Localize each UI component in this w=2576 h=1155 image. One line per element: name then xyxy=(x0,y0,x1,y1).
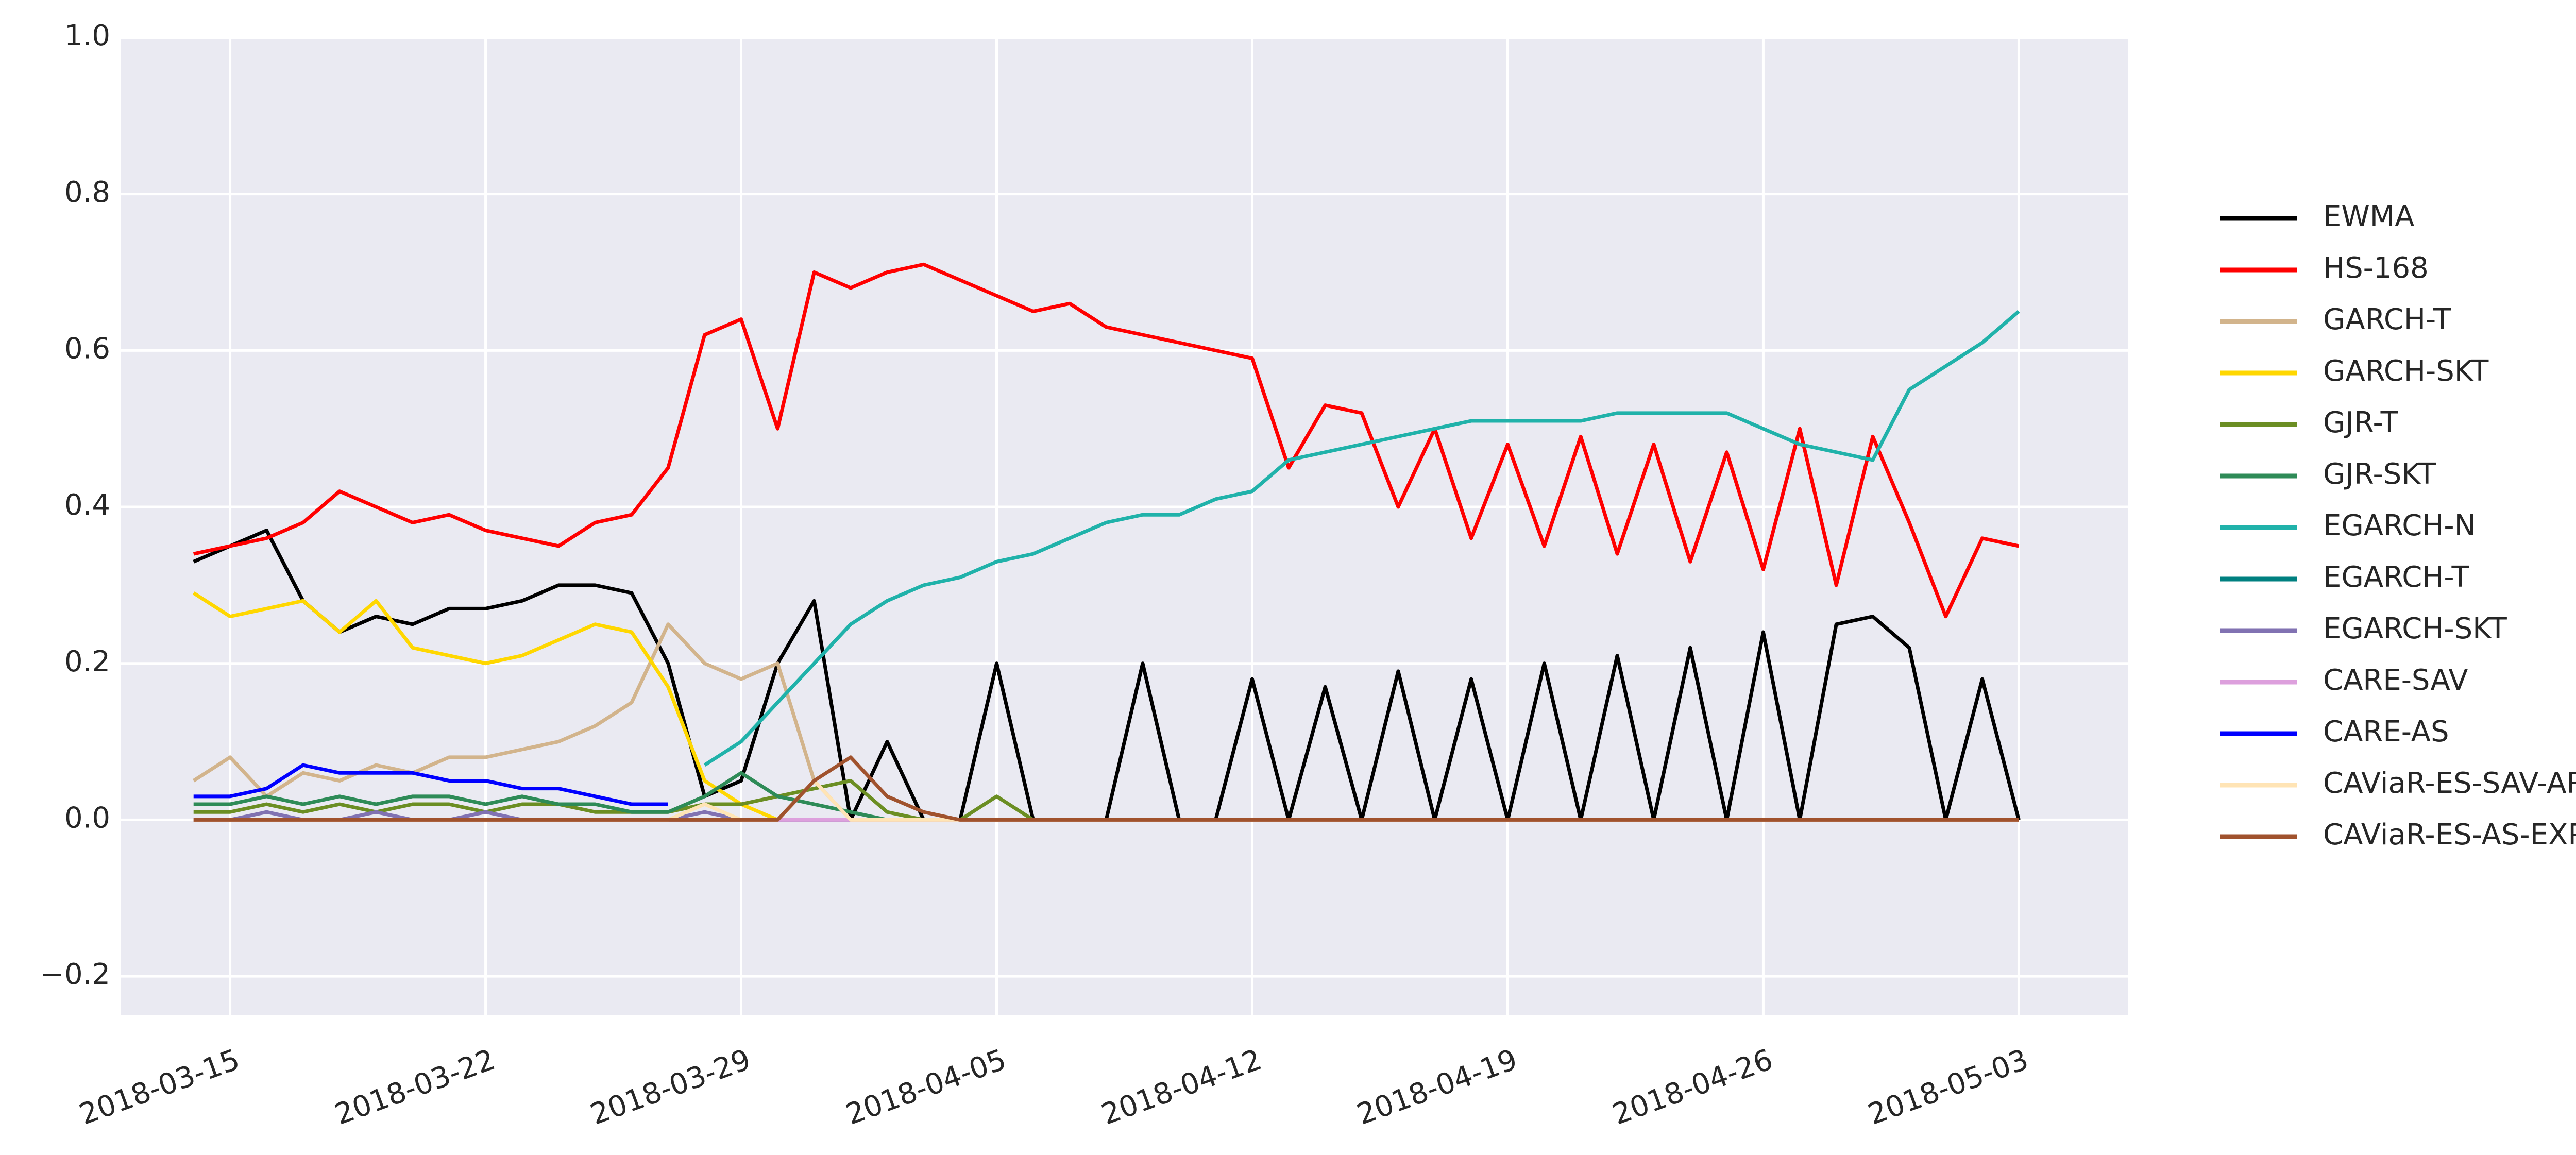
legend-label: CAViaR-ES-SAV-AR xyxy=(2323,767,2576,800)
x-tick-label: 2018-04-19 xyxy=(1352,1043,1521,1131)
y-tick-label: 1.0 xyxy=(64,19,110,53)
series-line xyxy=(193,262,2020,619)
legend-label: CAViaR-ES-AS-EXP xyxy=(2323,818,2576,852)
y-tick-label: 0.6 xyxy=(64,332,110,366)
y-tick-label: 0.8 xyxy=(64,176,110,209)
legend-label: GJR-T xyxy=(2323,406,2399,439)
x-tick-label: 2018-03-22 xyxy=(331,1043,500,1131)
x-tick-label: 2018-03-15 xyxy=(75,1043,244,1131)
x-tick-label: 2018-04-05 xyxy=(842,1043,1011,1131)
legend: EWMA HS-168 GARCH-T GARCH-SKT GJR-T GJR-SKT EG… xyxy=(2220,200,2576,852)
y-tick-label: −0.2 xyxy=(40,958,110,991)
x-tick-label: 2018-05-03 xyxy=(1863,1043,2032,1131)
lines xyxy=(192,262,2021,822)
legend-label: GARCH-SKT xyxy=(2323,354,2489,388)
grid xyxy=(121,36,2128,1015)
y-tick-label: 0.4 xyxy=(64,488,110,522)
legend-label: CARE-SAV xyxy=(2323,664,2468,697)
series-line xyxy=(703,310,2020,767)
x-tick-label: 2018-03-29 xyxy=(586,1043,755,1131)
legend-label: EWMA xyxy=(2323,200,2414,233)
legend-label: CARE-AS xyxy=(2323,715,2449,749)
legend-label: HS-168 xyxy=(2323,251,2429,285)
legend-label: GARCH-T xyxy=(2323,303,2451,336)
x-tick-label: 2018-04-12 xyxy=(1097,1043,1266,1131)
legend-label: GJR-SKT xyxy=(2323,457,2436,491)
series-line xyxy=(193,763,668,806)
y-tick-label: 0.0 xyxy=(64,802,110,835)
plot-area xyxy=(121,38,2128,1015)
series-line xyxy=(193,755,2019,822)
legend-label: EGARCH-SKT xyxy=(2323,612,2507,646)
legend-label: EGARCH-T xyxy=(2323,560,2469,594)
x-tick-label: 2018-04-26 xyxy=(1608,1043,1777,1131)
y-tick-label: 0.2 xyxy=(64,645,110,678)
legend-label: EGARCH-N xyxy=(2323,509,2476,542)
